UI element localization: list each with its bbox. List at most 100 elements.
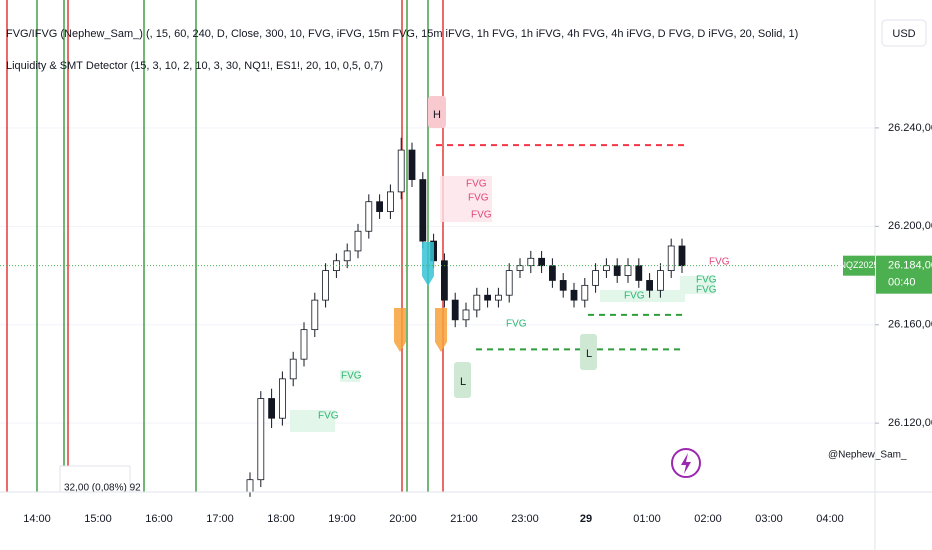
x-tick-label: 18:00 <box>267 513 295 525</box>
x-tick-label: 23:00 <box>511 513 539 525</box>
y-tick-label: 26.120,00 <box>888 417 932 429</box>
candle-body <box>549 265 556 281</box>
candle-body <box>386 191 394 212</box>
candle-body <box>311 299 319 331</box>
candle-body <box>300 329 308 360</box>
x-tick-label: 20:00 <box>389 513 417 525</box>
candle-body <box>354 230 362 252</box>
fvg-label: FVG <box>471 210 492 221</box>
last-price: NQZ2025 26.184,00 00:40 <box>0 255 932 294</box>
currency: USD <box>892 28 915 40</box>
candle-body <box>603 265 610 271</box>
watermark: @Nephew_Sam_ <box>828 450 907 461</box>
x-tick-label: 29 <box>580 513 592 525</box>
candle-body <box>376 201 384 212</box>
candle-body <box>624 265 632 276</box>
x-tick-label: 16:00 <box>145 513 173 525</box>
x-tick-label: 02:00 <box>694 513 722 525</box>
marker-label: H <box>433 109 441 121</box>
marker-box <box>580 334 597 370</box>
fvg-label: FVG <box>696 275 717 286</box>
fvg-label: FVG <box>318 411 339 422</box>
candles <box>246 137 686 497</box>
tooltip-box <box>59 465 131 493</box>
price-tag <box>876 255 932 294</box>
candle-body <box>440 260 448 301</box>
marker-label: L <box>460 376 466 388</box>
candle-body <box>343 250 351 262</box>
candle-body <box>559 280 567 291</box>
signal <box>422 242 434 286</box>
candle-body <box>462 309 470 321</box>
fvg-label: FVG <box>696 285 717 296</box>
candle-body <box>527 257 535 267</box>
indicator-legend: Liquidity & SMT Detector (15, 3, 10, 2, … <box>6 60 383 72</box>
candle-body <box>451 299 459 321</box>
countdown: 00:40 <box>888 277 916 289</box>
candle-body <box>246 479 254 493</box>
fvg-zone <box>340 370 360 382</box>
y-axis: 26.120,00 26.160,00 26.200,00 26.240,00 <box>875 122 932 429</box>
fvg-zones <box>290 176 715 432</box>
x-tick-label: 01:00 <box>633 513 661 525</box>
candle-body <box>646 280 653 291</box>
candle-body <box>667 245 675 272</box>
fvg-label: FVG <box>466 179 487 190</box>
candle-body <box>613 265 621 276</box>
x-tick-label: 04:00 <box>816 513 844 525</box>
candle-body <box>570 289 578 301</box>
y-tick-label: 26.240,00 <box>888 122 932 134</box>
candle-body <box>494 294 502 301</box>
x-tick-label: 17:00 <box>206 513 234 525</box>
x-tick-label: 14:00 <box>23 513 51 525</box>
candle-body <box>419 179 427 242</box>
fvg-label: FVG <box>506 319 527 330</box>
icon-bolt <box>681 453 691 474</box>
candle-body <box>678 245 686 267</box>
x-tick-label: 19:00 <box>328 513 356 525</box>
fvg-zone <box>600 290 685 302</box>
signal <box>435 308 447 352</box>
fvg-label: FVG <box>468 193 489 204</box>
candle-body <box>484 294 492 301</box>
fvg-zone <box>440 176 492 222</box>
symbol-tag <box>843 255 875 276</box>
candle-body <box>289 358 297 380</box>
candle-body <box>278 378 286 419</box>
candle-body <box>365 201 373 232</box>
symbol: NQZ2025 <box>839 260 878 270</box>
fvg-label: FVG <box>709 257 730 268</box>
x-tick-label: 03:00 <box>755 513 783 525</box>
candle-body <box>268 398 276 419</box>
y-tick-label: 26.160,00 <box>888 319 932 331</box>
candle-body <box>397 149 405 193</box>
marker-box <box>454 362 471 398</box>
fvg-label: FVG <box>341 371 362 382</box>
candle-body <box>538 257 545 267</box>
candle-body <box>473 294 481 311</box>
candle-body <box>516 265 524 271</box>
x-tick-label: 15:00 <box>84 513 112 525</box>
signal <box>394 308 406 352</box>
candle-body <box>408 149 416 180</box>
fvg-label: FVG <box>624 291 645 302</box>
signals: H L L <box>394 96 597 398</box>
x-tick-label: 21:00 <box>450 513 478 525</box>
annotations: FVG FVG FVG FVG FVG FVG FVG FVG FVG FVG <box>318 179 730 422</box>
currency-button[interactable] <box>881 19 927 47</box>
indicator-legend: FVG/IFVG (Nephew_Sam_) (, 15, 60, 240, D… <box>6 28 798 40</box>
marker-label: L <box>586 348 592 360</box>
candle-body <box>592 270 599 286</box>
candle-body <box>581 284 589 301</box>
y-tick-label: 26.200,00 <box>888 220 932 232</box>
marker-box <box>428 96 446 128</box>
tooltip: 32,00 (0,08%) 92 <box>64 483 141 494</box>
fvg-zone <box>290 410 335 432</box>
candle-body <box>257 398 265 481</box>
last-price-label: 26.184,00 <box>888 260 932 272</box>
candle-body <box>657 270 664 291</box>
candle-body <box>322 270 330 301</box>
candle-body <box>505 270 513 296</box>
